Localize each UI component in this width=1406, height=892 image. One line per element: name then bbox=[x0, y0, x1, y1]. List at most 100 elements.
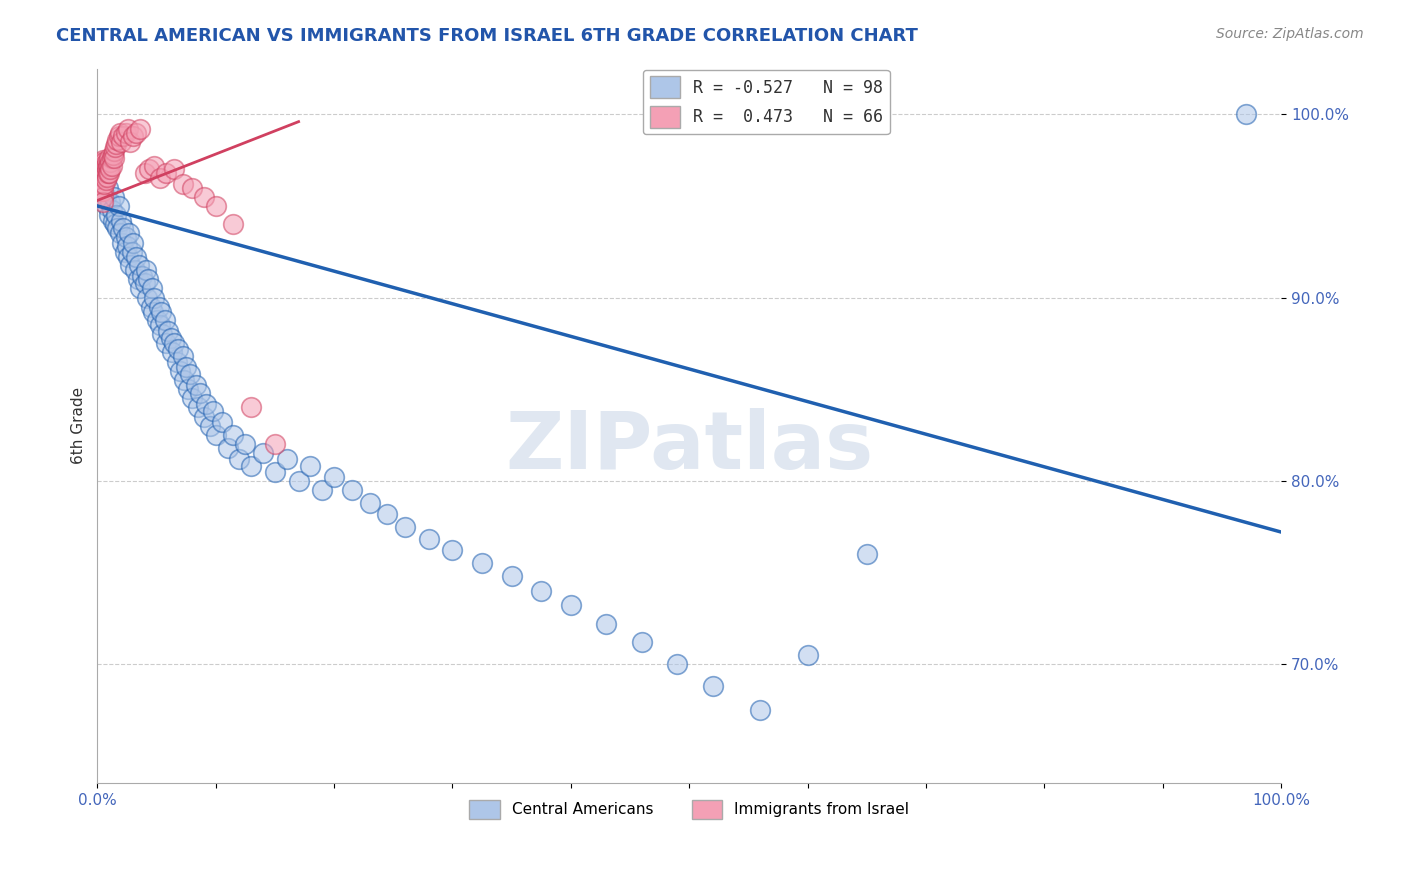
Point bbox=[107, 133, 129, 147]
Point bbox=[91, 155, 114, 169]
Point bbox=[159, 331, 181, 345]
Point bbox=[100, 162, 122, 177]
Point bbox=[121, 235, 143, 250]
Point bbox=[340, 483, 363, 497]
Point bbox=[127, 272, 149, 286]
Point bbox=[148, 300, 170, 314]
Legend: Central Americans, Immigrants from Israel: Central Americans, Immigrants from Israe… bbox=[463, 794, 915, 825]
Point bbox=[377, 507, 399, 521]
Point bbox=[100, 202, 122, 217]
Point bbox=[91, 162, 114, 177]
Point bbox=[145, 312, 167, 326]
Point bbox=[131, 268, 153, 283]
Point bbox=[172, 177, 194, 191]
Point bbox=[101, 147, 124, 161]
Point bbox=[117, 250, 139, 264]
Point bbox=[160, 345, 183, 359]
Point bbox=[134, 166, 156, 180]
Point bbox=[1234, 107, 1257, 121]
Point bbox=[155, 166, 177, 180]
Point bbox=[93, 162, 115, 177]
Point bbox=[120, 135, 142, 149]
Point bbox=[97, 166, 120, 180]
Point bbox=[121, 244, 143, 259]
Point bbox=[91, 184, 114, 198]
Text: ZIPatlas: ZIPatlas bbox=[505, 409, 873, 486]
Point bbox=[179, 368, 201, 382]
Point bbox=[91, 162, 114, 177]
Point bbox=[90, 180, 112, 194]
Point bbox=[100, 151, 122, 165]
Point bbox=[134, 276, 156, 290]
Point bbox=[702, 679, 724, 693]
Point bbox=[264, 437, 287, 451]
Point bbox=[152, 327, 174, 342]
Point bbox=[150, 305, 173, 319]
Point bbox=[100, 155, 122, 169]
Point bbox=[94, 173, 117, 187]
Point bbox=[103, 190, 125, 204]
Point bbox=[93, 169, 115, 184]
Point bbox=[441, 543, 464, 558]
Point bbox=[125, 126, 148, 140]
Point bbox=[153, 312, 176, 326]
Point bbox=[276, 451, 298, 466]
Point bbox=[125, 250, 148, 264]
Point bbox=[91, 159, 114, 173]
Point bbox=[163, 336, 186, 351]
Point bbox=[222, 217, 245, 231]
Point bbox=[204, 428, 226, 442]
Point bbox=[139, 300, 162, 314]
Point bbox=[90, 173, 112, 187]
Point bbox=[107, 221, 129, 235]
Point bbox=[299, 459, 322, 474]
Point bbox=[104, 140, 127, 154]
Point bbox=[471, 556, 494, 570]
Point bbox=[112, 221, 135, 235]
Point bbox=[217, 441, 239, 455]
Text: CENTRAL AMERICAN VS IMMIGRANTS FROM ISRAEL 6TH GRADE CORRELATION CHART: CENTRAL AMERICAN VS IMMIGRANTS FROM ISRA… bbox=[56, 27, 918, 45]
Point bbox=[193, 190, 215, 204]
Point bbox=[311, 483, 333, 497]
Text: Source: ZipAtlas.com: Source: ZipAtlas.com bbox=[1216, 27, 1364, 41]
Point bbox=[114, 126, 136, 140]
Point bbox=[252, 446, 274, 460]
Point bbox=[91, 177, 114, 191]
Point bbox=[105, 208, 128, 222]
Point bbox=[100, 159, 122, 173]
Point bbox=[129, 281, 152, 295]
Point bbox=[129, 122, 152, 136]
Point bbox=[90, 159, 112, 173]
Point bbox=[749, 703, 772, 717]
Point bbox=[188, 385, 211, 400]
Point bbox=[91, 166, 114, 180]
Point bbox=[91, 153, 114, 168]
Point bbox=[631, 635, 654, 649]
Point bbox=[136, 291, 159, 305]
Point bbox=[111, 235, 134, 250]
Point bbox=[138, 162, 160, 177]
Point bbox=[796, 648, 818, 662]
Point bbox=[100, 195, 122, 210]
Point bbox=[264, 465, 287, 479]
Point bbox=[172, 349, 194, 363]
Point bbox=[169, 364, 191, 378]
Point bbox=[149, 318, 172, 332]
Point bbox=[91, 169, 114, 184]
Point bbox=[595, 616, 617, 631]
Point bbox=[97, 159, 120, 173]
Point bbox=[91, 190, 114, 204]
Point bbox=[177, 382, 200, 396]
Point bbox=[143, 159, 166, 173]
Point bbox=[98, 208, 121, 222]
Point bbox=[141, 281, 163, 295]
Point bbox=[98, 151, 121, 165]
Point bbox=[163, 162, 186, 177]
Point bbox=[117, 122, 139, 136]
Point bbox=[110, 135, 132, 149]
Point bbox=[143, 291, 166, 305]
Point bbox=[103, 151, 125, 165]
Point bbox=[128, 258, 150, 272]
Point bbox=[166, 354, 188, 368]
Point bbox=[110, 213, 132, 227]
